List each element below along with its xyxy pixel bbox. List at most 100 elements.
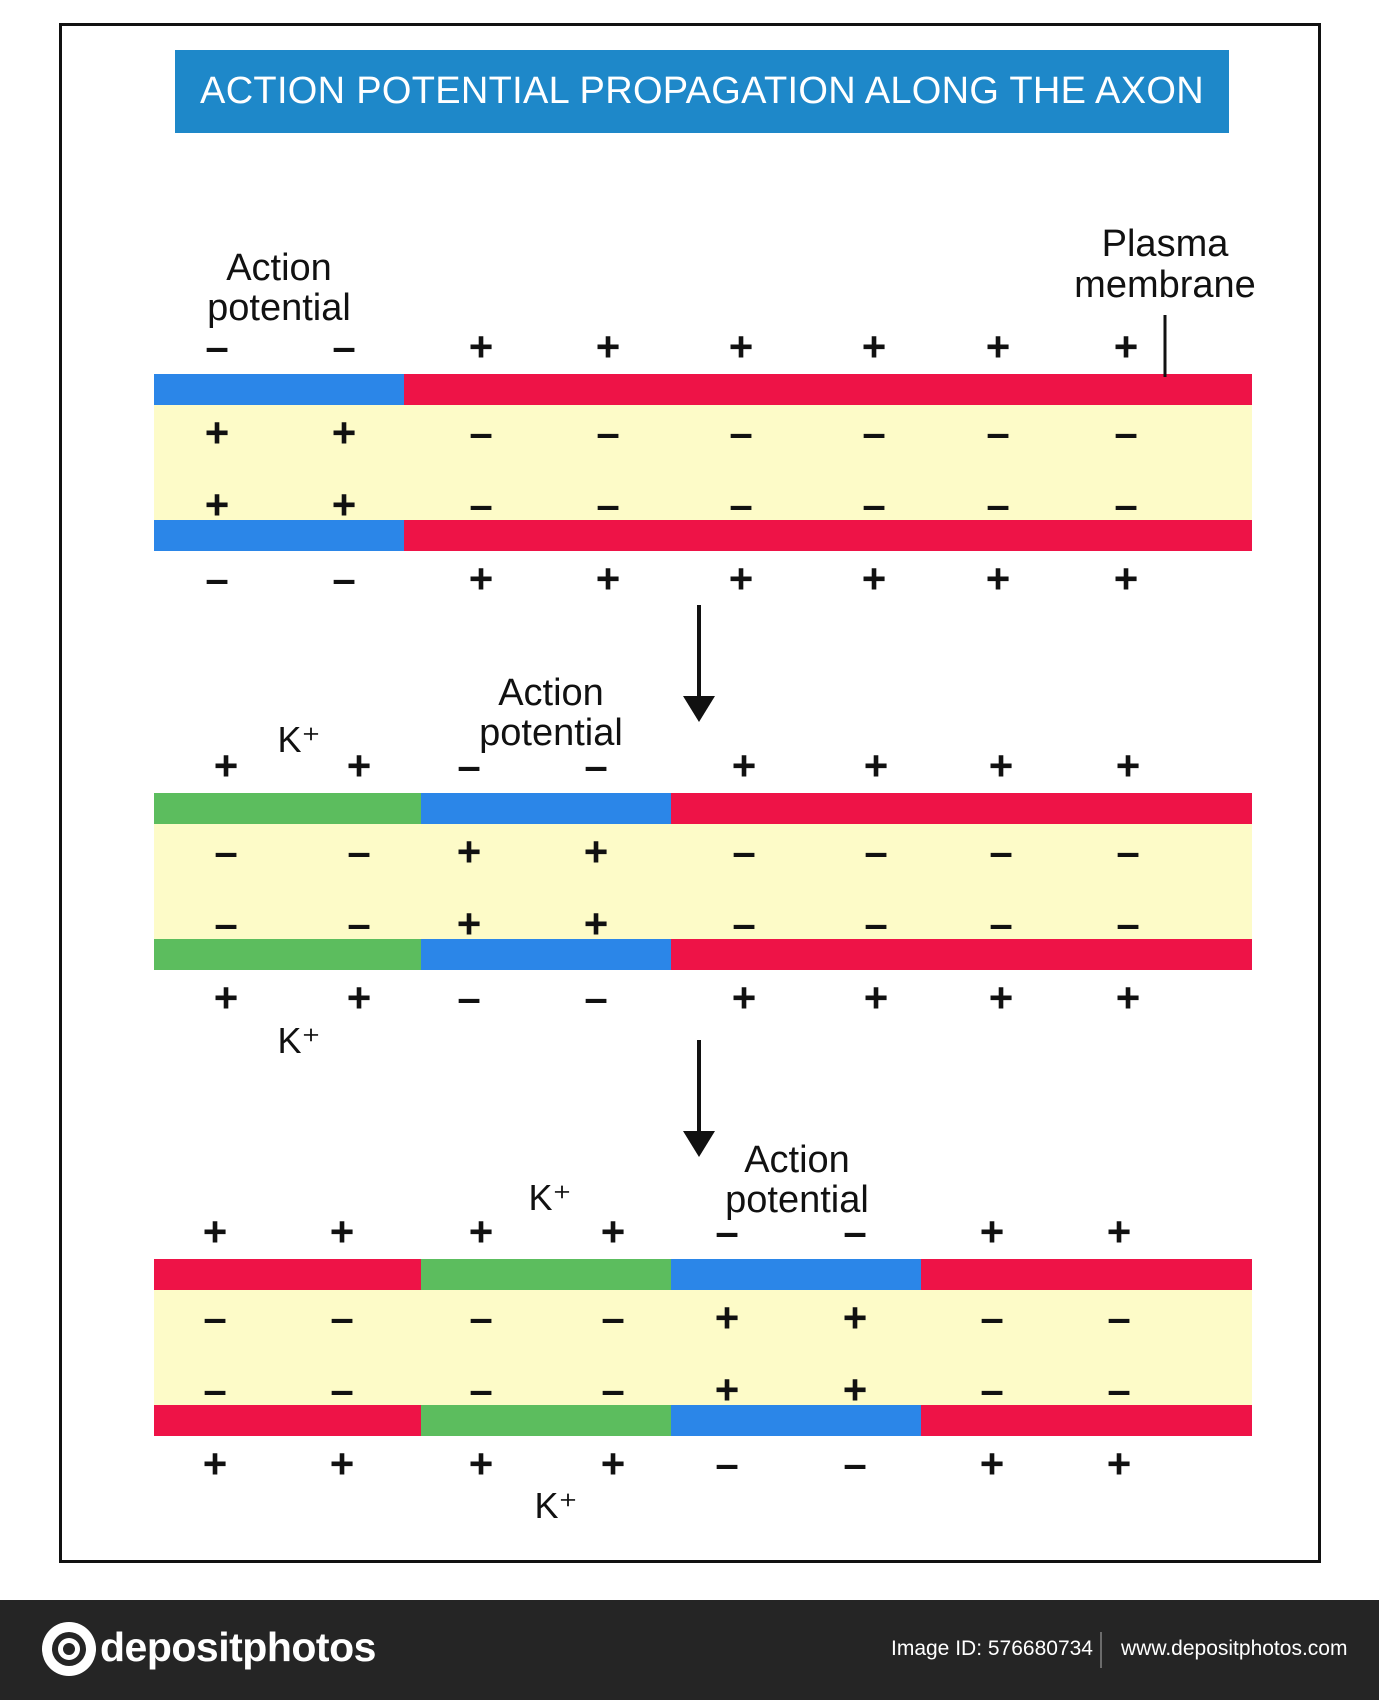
outer-charge-top: + bbox=[732, 742, 757, 789]
membrane-bottom-ap bbox=[421, 939, 671, 970]
outer-charge-bottom: – bbox=[457, 974, 480, 1021]
action-potential-label: Action bbox=[226, 247, 332, 289]
down-arrow-icon bbox=[683, 1131, 715, 1157]
inner-charge-lower: + bbox=[843, 1366, 868, 1413]
outer-charge-bottom: + bbox=[1116, 974, 1141, 1021]
camera-logo-icon bbox=[42, 1622, 96, 1676]
membrane-bottom-rest bbox=[404, 520, 1252, 551]
inner-charge-upper: – bbox=[986, 409, 1009, 456]
outer-charge-top: + bbox=[469, 323, 494, 370]
outer-charge-top: + bbox=[986, 323, 1011, 370]
outer-charge-bottom: + bbox=[732, 974, 757, 1021]
footer-divider bbox=[1100, 1632, 1102, 1668]
inner-charge-upper: – bbox=[729, 409, 752, 456]
inner-charge-upper: – bbox=[1116, 828, 1139, 875]
outer-charge-bottom: + bbox=[729, 555, 754, 602]
axoplasm bbox=[154, 405, 1252, 520]
membrane-top-ap bbox=[421, 793, 671, 824]
outer-charge-bottom: – bbox=[332, 555, 355, 602]
axon-stage-3: + + + + + + + + – – – – + + + + – – – – – – – – + + + + – – – – bbox=[154, 1208, 1252, 1487]
membrane-top-repol bbox=[421, 1259, 671, 1290]
plasma-membrane-label: membrane bbox=[1074, 264, 1256, 306]
inner-charge-upper: + bbox=[715, 1294, 740, 1341]
down-arrow-icon bbox=[683, 696, 715, 722]
action-potential-label: potential bbox=[207, 287, 351, 329]
footer-bar: depositphotos Image ID: 576680734 www.de… bbox=[0, 1600, 1379, 1700]
axon-stage-2: + + + + – – – – + + + + + + + + – – – – + + + + – – – – – – – – bbox=[154, 742, 1252, 1021]
inner-charge-lower: + bbox=[584, 900, 609, 947]
outer-charge-bottom: + bbox=[864, 974, 889, 1021]
inner-charge-lower: – bbox=[203, 1366, 226, 1413]
outer-charge-top: + bbox=[980, 1208, 1005, 1255]
inner-charge-lower: – bbox=[1116, 900, 1139, 947]
inner-charge-lower: – bbox=[601, 1366, 624, 1413]
inner-charge-upper: – bbox=[214, 828, 237, 875]
outer-charge-bottom: + bbox=[203, 1440, 228, 1487]
inner-charge-lower: – bbox=[469, 1366, 492, 1413]
potassium-ion-label: K⁺ bbox=[277, 719, 320, 760]
inner-charge-lower: + bbox=[715, 1366, 740, 1413]
potassium-ion-label: K⁺ bbox=[277, 1020, 320, 1061]
outer-charge-top: + bbox=[1107, 1208, 1132, 1255]
outer-charge-top: + bbox=[989, 742, 1014, 789]
inner-charge-upper: + bbox=[332, 409, 357, 456]
membrane-top-rest bbox=[921, 1259, 1252, 1290]
inner-charge-upper: – bbox=[1107, 1294, 1130, 1341]
inner-charge-upper: + bbox=[457, 828, 482, 875]
outer-charge-bottom: – bbox=[205, 555, 228, 602]
outer-charge-top: + bbox=[469, 1208, 494, 1255]
inner-charge-lower: – bbox=[1114, 481, 1137, 528]
outer-charge-top: – bbox=[715, 1208, 738, 1255]
outer-charge-bottom: + bbox=[214, 974, 239, 1021]
inner-charge-upper: – bbox=[732, 828, 755, 875]
outer-charge-bottom: + bbox=[330, 1440, 355, 1487]
membrane-bottom-repol bbox=[421, 1405, 671, 1436]
outer-charge-top: + bbox=[862, 323, 887, 370]
footer-site-link: www.depositphotos.com bbox=[1121, 1637, 1348, 1660]
axon-stage-1: – – – – + + + + + + + + + + + + + + + + – – – – – – – – – – – – bbox=[154, 323, 1252, 602]
outer-charge-top: + bbox=[214, 742, 239, 789]
outer-charge-bottom: + bbox=[469, 1440, 494, 1487]
inner-charge-upper: – bbox=[862, 409, 885, 456]
title-banner: ACTION POTENTIAL PROPAGATION ALONG THE A… bbox=[175, 50, 1229, 133]
outer-charge-bottom: + bbox=[862, 555, 887, 602]
inner-charge-lower: – bbox=[347, 900, 370, 947]
membrane-top-rest bbox=[404, 374, 1252, 405]
outer-charge-bottom: – bbox=[843, 1440, 866, 1487]
footer-image-id: Image ID: 576680734 bbox=[891, 1637, 1093, 1660]
inner-charge-lower: + bbox=[205, 481, 230, 528]
membrane-bottom-rest bbox=[154, 1405, 421, 1436]
inner-charge-lower: – bbox=[989, 900, 1012, 947]
outer-charge-top: – bbox=[843, 1208, 866, 1255]
inner-charge-upper: – bbox=[989, 828, 1012, 875]
inner-charge-lower: – bbox=[732, 900, 755, 947]
membrane-bottom-rest bbox=[671, 939, 1252, 970]
inner-charge-lower: – bbox=[469, 481, 492, 528]
outer-charge-top: + bbox=[729, 323, 754, 370]
outer-charge-bottom: + bbox=[1114, 555, 1139, 602]
inner-charge-lower: – bbox=[596, 481, 619, 528]
axoplasm bbox=[154, 824, 1252, 939]
outer-charge-top: + bbox=[864, 742, 889, 789]
outer-charge-bottom: + bbox=[1107, 1440, 1132, 1487]
membrane-top-ap bbox=[154, 374, 404, 405]
outer-charge-top: + bbox=[330, 1208, 355, 1255]
outer-charge-top: – bbox=[584, 742, 607, 789]
membrane-bottom-ap bbox=[671, 1405, 921, 1436]
inner-charge-lower: – bbox=[214, 900, 237, 947]
inner-charge-upper: – bbox=[1114, 409, 1137, 456]
inner-charge-upper: + bbox=[843, 1294, 868, 1341]
inner-charge-upper: – bbox=[469, 409, 492, 456]
outer-charge-top: + bbox=[1114, 323, 1139, 370]
inner-charge-upper: – bbox=[347, 828, 370, 875]
inner-charge-upper: – bbox=[203, 1294, 226, 1341]
outer-charge-bottom: + bbox=[986, 555, 1011, 602]
action-potential-label: potential bbox=[725, 1179, 869, 1221]
inner-charge-upper: – bbox=[980, 1294, 1003, 1341]
inner-charge-upper: – bbox=[469, 1294, 492, 1341]
membrane-top-repol bbox=[154, 793, 421, 824]
outer-charge-bottom: + bbox=[980, 1440, 1005, 1487]
action-potential-label: Action bbox=[744, 1139, 850, 1181]
membrane-top-rest bbox=[671, 793, 1252, 824]
outer-charge-top: + bbox=[601, 1208, 626, 1255]
